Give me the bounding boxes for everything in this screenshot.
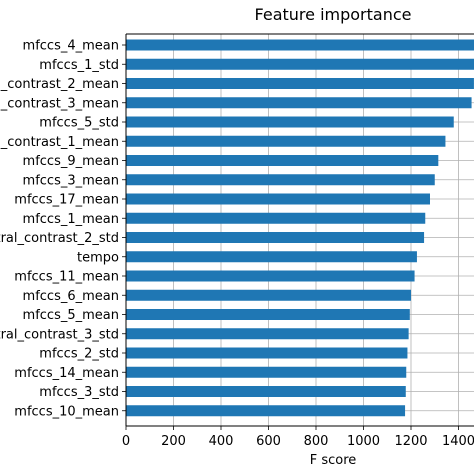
x-tick-label: 200 bbox=[161, 434, 186, 449]
x-axis-label: F score bbox=[310, 453, 357, 468]
bar bbox=[126, 386, 406, 397]
bar bbox=[126, 39, 474, 51]
x-ticks: 0 200 400 600 800 1000 1200 1400 bbox=[122, 426, 474, 449]
x-tick-label: 600 bbox=[256, 434, 281, 449]
y-tick-label: mfccs_14_mean bbox=[14, 366, 119, 381]
y-tick-label: spectral_contrast_3_mean bbox=[0, 96, 119, 111]
bar bbox=[126, 405, 406, 417]
bar bbox=[126, 289, 411, 301]
y-tick-label: spectral_contrast_1_mean bbox=[0, 135, 119, 150]
y-tick-label: spectral_contrast_3_std bbox=[0, 327, 119, 342]
bars bbox=[126, 39, 474, 417]
bar bbox=[126, 270, 415, 282]
y-tick-label: spectral_contrast_2_std bbox=[0, 231, 119, 246]
bar bbox=[126, 58, 474, 70]
y-tick-label: mfccs_5_std bbox=[39, 116, 119, 131]
y-tick-label: mfccs_6_mean bbox=[23, 289, 119, 304]
y-labels: mfccs_4_mean mfccs_1_std spectral_contrast… bbox=[0, 39, 126, 419]
y-tick-label: mfccs_17_mean bbox=[14, 193, 119, 208]
x-tick-label: 1200 bbox=[394, 434, 427, 449]
x-tick-label: 1000 bbox=[347, 434, 380, 449]
y-tick-label: mfccs_3_std bbox=[39, 385, 119, 400]
bar bbox=[126, 97, 472, 109]
bar bbox=[126, 232, 425, 243]
bar bbox=[126, 309, 410, 320]
bar bbox=[126, 366, 407, 378]
bar bbox=[126, 174, 435, 186]
y-tick-label: mfccs_9_mean bbox=[23, 154, 119, 169]
bar bbox=[126, 78, 474, 89]
bar bbox=[126, 212, 426, 224]
y-tick-label: mfccs_10_mean bbox=[14, 404, 119, 419]
y-tick-label: tempo bbox=[77, 250, 119, 265]
y-tick-label: mfccs_3_mean bbox=[23, 173, 119, 188]
x-tick-label: 800 bbox=[304, 434, 329, 449]
x-tick-label: 1400 bbox=[442, 434, 474, 449]
y-tick-label: mfccs_1_std bbox=[39, 58, 119, 73]
y-tick-label: mfccs_1_mean bbox=[23, 212, 119, 227]
y-tick-label: mfccs_11_mean bbox=[14, 270, 119, 285]
bar bbox=[126, 193, 430, 205]
y-tick-label: spectral_contrast_2_mean bbox=[0, 77, 119, 92]
x-tick-label: 0 bbox=[122, 434, 130, 449]
axes bbox=[125, 33, 474, 427]
chart-title: Feature importance bbox=[255, 5, 412, 24]
bar bbox=[126, 116, 454, 128]
y-tick-label: mfccs_5_mean bbox=[23, 308, 119, 323]
bar bbox=[126, 155, 439, 166]
bar bbox=[126, 328, 409, 340]
x-tick-label: 400 bbox=[209, 434, 234, 449]
y-tick-label: mfccs_4_mean bbox=[23, 39, 119, 54]
bar bbox=[126, 251, 417, 263]
bar bbox=[126, 347, 408, 359]
y-tick-label: mfccs_2_std bbox=[39, 347, 119, 362]
bar bbox=[126, 135, 446, 147]
